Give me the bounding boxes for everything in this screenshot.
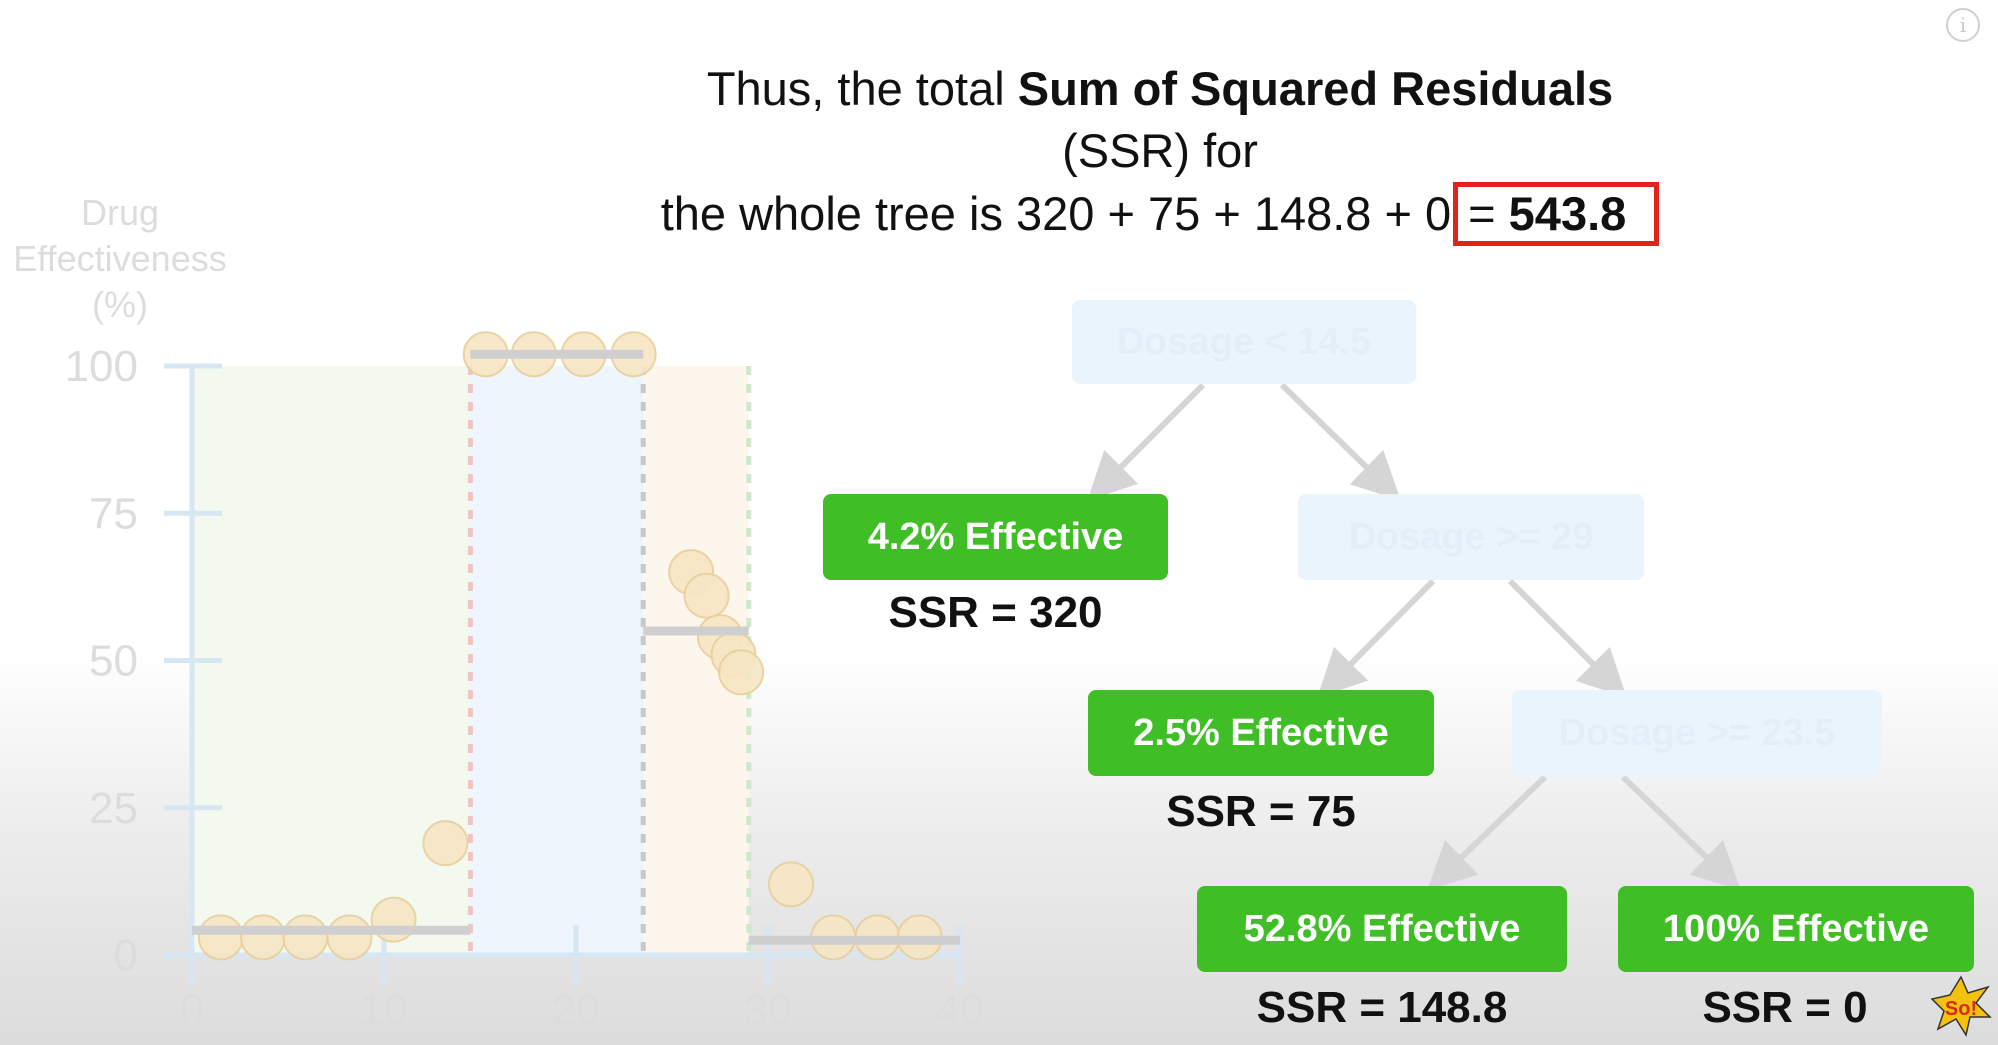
leaf-node: 100% Effective	[1618, 886, 1974, 972]
headline-text: the whole tree is 320 + 75 + 148.8 + 0	[660, 187, 1452, 240]
headline-text: (SSR) for	[1062, 124, 1258, 177]
y-tick-label: 75	[89, 489, 138, 538]
data-point	[768, 861, 815, 908]
headline-line-2: the whole tree is 320 + 75 + 148.8 + 0 = …	[640, 182, 1680, 246]
logo-text: So!	[1945, 998, 1977, 1020]
decision-node-dosage-23-5: Dosage >= 23.5	[1512, 690, 1882, 776]
headline-text: Thus, the total	[706, 62, 1018, 115]
total-ssr-value: 543.8	[1508, 187, 1627, 240]
y-axis-label-line: Drug	[80, 192, 160, 233]
leaf-ssr: SSR = 75	[1166, 787, 1356, 836]
data-point	[718, 649, 765, 696]
leaf-node: 4.2% Effective	[823, 494, 1168, 580]
leaf-node: 2.5% Effective	[1088, 690, 1434, 776]
y-tick-label: 25	[89, 784, 138, 833]
x-tick-label: 0	[180, 986, 204, 1035]
data-point	[422, 820, 469, 867]
x-tick-label: 10	[360, 986, 409, 1035]
leaf-ssr: SSR = 148.8	[1256, 983, 1508, 1032]
total-ssr-box: = 543.8	[1453, 182, 1660, 246]
x-tick-label: 20	[552, 986, 601, 1035]
region-shading	[470, 366, 644, 955]
y-tick-label: 100	[65, 342, 138, 391]
y-tick-label: 0	[114, 931, 138, 980]
tree-arrow	[1317, 578, 1436, 698]
leaf-ssr: SSR = 320	[888, 588, 1103, 637]
equals-sign: =	[1468, 187, 1509, 240]
tree-arrow	[1427, 774, 1548, 891]
tree-arrow	[1279, 382, 1401, 501]
scatter-chart: 0 25 50 75 100 0 10 20 30 40	[65, 331, 985, 1035]
region-shading	[192, 366, 471, 955]
decision-node-dosage-29: Dosage >= 29	[1298, 494, 1644, 580]
y-tick-label: 50	[89, 637, 138, 686]
tree-arrow	[1087, 382, 1206, 501]
x-tick-label: 40	[936, 986, 985, 1035]
x-tick-label: 30	[744, 986, 793, 1035]
info-icon[interactable]: i	[1946, 8, 1980, 42]
headline-bold: Sum of Squared Residuals	[1017, 62, 1614, 115]
tree-arrow	[1507, 578, 1627, 698]
statquest-logo: So!	[1930, 975, 1992, 1037]
decision-node-root: Dosage < 14.5	[1072, 300, 1416, 384]
y-axis-label-line: Effectiveness	[13, 238, 227, 279]
leaf-node: 52.8% Effective	[1197, 886, 1567, 972]
y-axis-label-line: (%)	[92, 284, 148, 325]
data-point	[683, 572, 730, 619]
y-axis-label: Drug Effectiveness (%)	[0, 190, 240, 328]
leaf-ssr: SSR = 0	[1702, 983, 1868, 1032]
tree-arrow	[1620, 774, 1741, 891]
headline-line-1: Thus, the total Sum of Squared Residuals…	[640, 58, 1680, 182]
headline: Thus, the total Sum of Squared Residuals…	[640, 58, 1680, 246]
